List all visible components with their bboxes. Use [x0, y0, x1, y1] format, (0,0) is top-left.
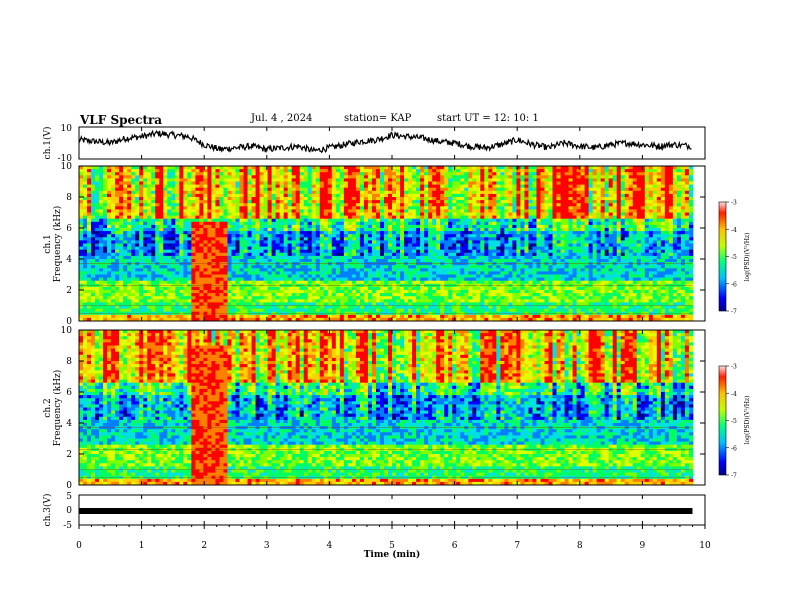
- x-tick-label: 5: [389, 541, 395, 551]
- ch2-colorbar-label: log(PSD)(V²/Hz): [744, 396, 751, 445]
- ch1-ylabel: ch.1(V): [42, 127, 53, 160]
- x-tick-label: 9: [640, 541, 646, 551]
- x-tick-label: 7: [514, 541, 520, 551]
- ch2-spectrogram-ytick: 4: [66, 419, 72, 429]
- ch2-spectrogram: [79, 330, 694, 486]
- ch2-spectrogram-ytick: 2: [66, 450, 72, 460]
- x-tick-label: 10: [699, 541, 711, 551]
- ch1-colorbar-tick: -6: [731, 281, 737, 288]
- ch1-series-line: [78, 129, 692, 154]
- chart-title: VLF Spectra: [80, 113, 163, 127]
- ch1-spectrogram-ytick: 6: [66, 224, 72, 234]
- ch1-ytick-top: 10: [61, 124, 73, 134]
- ch1-colorbar-tick: -4: [731, 227, 737, 234]
- start-time-label: start UT = 12: 10: 1: [437, 113, 539, 124]
- ch1-spectrogram-ylabel-line1: ch.1: [43, 234, 53, 253]
- x-tick-label: 3: [264, 541, 270, 551]
- ch1-spectrogram-ytick: 2: [66, 286, 72, 296]
- ch2-colorbar-tick: -4: [731, 391, 737, 398]
- ch2-spectrogram-ylabel-line1: ch.2: [43, 398, 53, 417]
- ch1-colorbar-label: log(PSD)(V²/Hz): [744, 233, 751, 282]
- ch3-ytick-bottom: -5: [63, 521, 72, 531]
- ch2-spectrogram-ytick: 6: [66, 388, 72, 398]
- ch1-spectrogram-ylabel-line2: Frequency (kHz): [52, 206, 63, 283]
- ch3-series-bar: [79, 508, 693, 514]
- ch2-colorbar-tick: -5: [731, 418, 737, 425]
- date-label: Jul. 4 , 2024: [251, 113, 313, 124]
- ch3-panel: 5 0 -5 ch.3(V) 0 1 2 3 4 5 6 7 8 9 10 Time (min): [42, 127, 711, 560]
- x-tick-label: 6: [452, 541, 458, 551]
- ch1-spectrogram: [79, 166, 694, 322]
- ch1-colorbar: [718, 201, 727, 312]
- ch2-spectrogram-ytick: 10: [61, 326, 73, 336]
- ch2-colorbar: [718, 365, 727, 476]
- ch1-spectrogram-ytick: 0: [66, 317, 72, 327]
- ch1-spectrogram-ytick: 10: [61, 162, 73, 172]
- ch1-colorbar-tick: -7: [731, 309, 737, 316]
- station-label: station= KAP: [344, 113, 412, 124]
- x-tick-label: 8: [577, 541, 583, 551]
- ch3-ytick-top: 5: [66, 492, 72, 502]
- ch2-colorbar-tick: -6: [731, 445, 737, 452]
- ch1-ytick-bottom: -10: [58, 154, 73, 164]
- ch1-spectrogram-ytick: 4: [66, 255, 72, 265]
- ch3-ylabel: ch.3(V): [42, 494, 53, 527]
- x-tick-label: 1: [139, 541, 145, 551]
- x-axis-label: Time (min): [364, 549, 421, 560]
- x-tick-label: 2: [201, 541, 207, 551]
- ch1-spectrogram-ytick: 8: [66, 193, 72, 203]
- ch2-spectrogram-ytick: 8: [66, 357, 72, 367]
- x-tick-label: 0: [76, 541, 82, 551]
- x-tick-label: 4: [327, 541, 333, 551]
- ch2-colorbar-tick: -3: [731, 364, 737, 371]
- ch2-spectrogram-ylabel-line2: Frequency (kHz): [52, 370, 63, 447]
- ch2-colorbar-tick: -7: [731, 473, 737, 480]
- ch3-ytick-mid: 0: [66, 506, 72, 516]
- ch2-spectrogram-ytick: 0: [66, 481, 72, 491]
- ch1-colorbar-tick: -5: [731, 254, 737, 261]
- ch1-colorbar-tick: -3: [731, 200, 737, 207]
